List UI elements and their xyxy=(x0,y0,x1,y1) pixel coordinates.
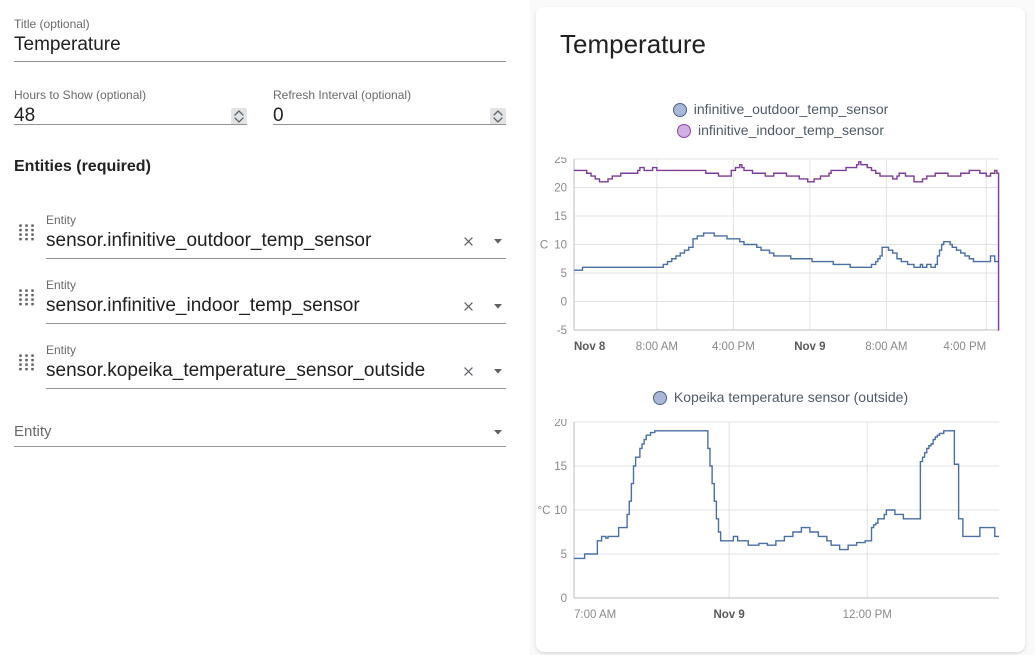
svg-text:0: 0 xyxy=(561,297,567,309)
svg-text:Nov 9: Nov 9 xyxy=(713,609,744,621)
svg-text:20: 20 xyxy=(554,183,567,195)
svg-text:Nov 8: Nov 8 xyxy=(574,341,606,353)
svg-text:10: 10 xyxy=(554,240,567,252)
svg-text:12:00 PM: 12:00 PM xyxy=(843,609,892,621)
svg-text:8:00 AM: 8:00 AM xyxy=(865,341,907,353)
svg-text:20: 20 xyxy=(554,419,567,429)
svg-text:-5: -5 xyxy=(557,325,567,337)
svg-text:10: 10 xyxy=(554,505,567,517)
svg-text:4:00 PM: 4:00 PM xyxy=(943,341,986,353)
svg-text:25: 25 xyxy=(554,157,567,166)
svg-text:0: 0 xyxy=(561,593,567,605)
svg-text:C: C xyxy=(540,240,548,252)
svg-text:15: 15 xyxy=(554,461,567,473)
svg-text:5: 5 xyxy=(561,549,567,561)
svg-text:4:00 PM: 4:00 PM xyxy=(712,341,755,353)
svg-text:7:00 AM: 7:00 AM xyxy=(574,609,616,621)
svg-text:8:00 AM: 8:00 AM xyxy=(636,341,678,353)
svg-text:°C: °C xyxy=(538,505,551,517)
svg-text:15: 15 xyxy=(554,211,567,223)
svg-text:Nov 9: Nov 9 xyxy=(794,341,825,353)
svg-text:5: 5 xyxy=(561,268,567,280)
